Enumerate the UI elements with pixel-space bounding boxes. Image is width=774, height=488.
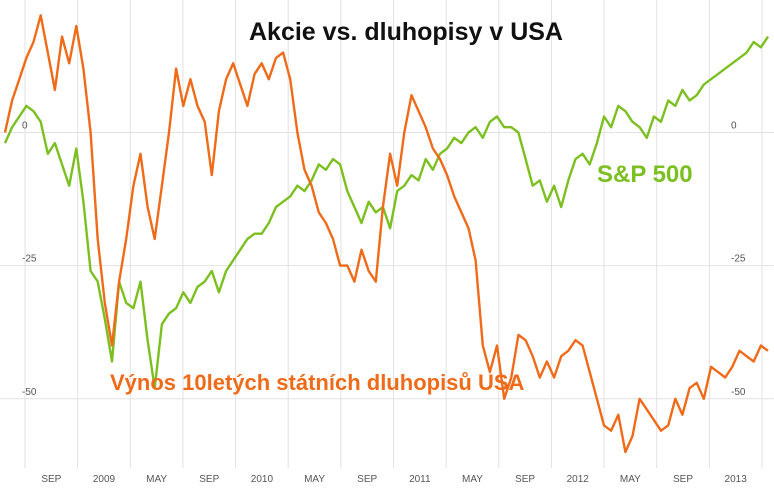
y-tick-label-right: -25 xyxy=(731,254,746,265)
y-tick-label-right: -50 xyxy=(731,387,746,398)
series-line-sp500 xyxy=(3,35,769,390)
y-tick-label-left: -25 xyxy=(22,254,37,265)
x-tick-label: MAY xyxy=(620,474,641,485)
x-tick-label: MAY xyxy=(462,474,483,485)
x-tick-label: SEP xyxy=(199,474,219,485)
y-tick-label-left: -50 xyxy=(22,387,37,398)
plot-area xyxy=(3,14,769,454)
chart-title: Akcie vs. dluhopisy v USA xyxy=(249,18,563,46)
x-tick-label: 2012 xyxy=(567,474,590,485)
y-tick-label-right: 0 xyxy=(731,120,737,131)
grid xyxy=(0,0,774,468)
x-tick-label: SEP xyxy=(673,474,693,485)
x-tick-label: 2009 xyxy=(93,474,116,485)
x-tick-label: MAY xyxy=(304,474,325,485)
x-tick-label: SEP xyxy=(41,474,61,485)
x-axis: SEP 2009 MAY SEP 2010 MAY SEP 2011 MAY SEP 2012 MAY… xyxy=(41,474,747,485)
x-tick-label: SEP xyxy=(515,474,535,485)
x-tick-label: SEP xyxy=(357,474,377,485)
y-axis-right: 0 -25 -50 xyxy=(731,120,746,397)
x-tick-label: 2010 xyxy=(251,474,274,485)
y-axis-left: 0 -25 -50 xyxy=(22,120,37,397)
series-label-yield: Výnos 10letých státních dluhopisů USA xyxy=(110,370,525,395)
y-tick-label-left: 0 xyxy=(22,120,28,131)
x-tick-label: MAY xyxy=(146,474,167,485)
x-tick-label: 2011 xyxy=(409,474,431,485)
series-label-sp500: S&P 500 xyxy=(597,161,693,188)
x-tick-label: 2013 xyxy=(725,474,748,485)
series-line-yield xyxy=(3,14,769,454)
